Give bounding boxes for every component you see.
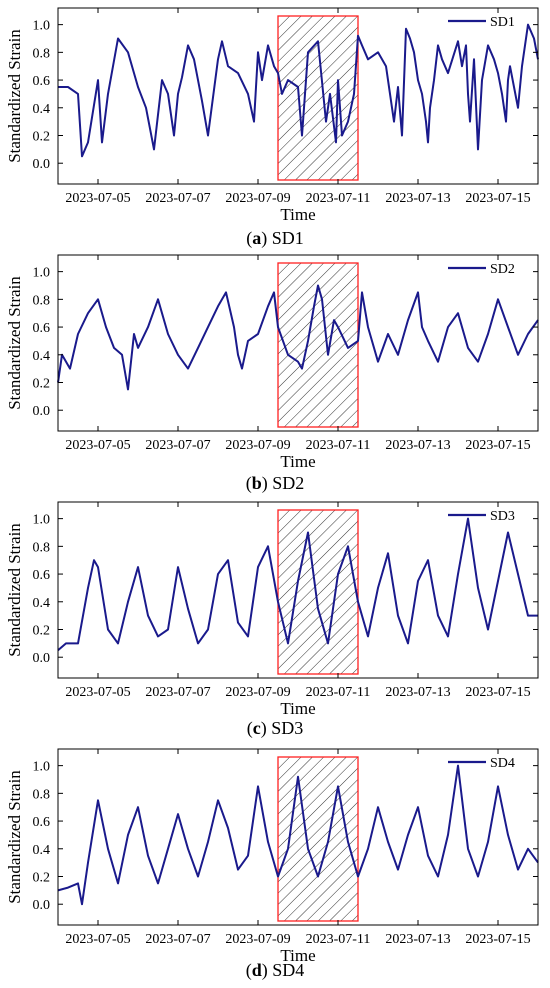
x-tick-label: 2023-07-07 xyxy=(145,932,210,947)
panel-sd4: 0.0 0.2 0.4 0.6 0.8 1.0 2023-07-05 2023-07-07 20… xyxy=(0,741,550,988)
x-axis-label: Time xyxy=(280,452,315,471)
y-tick-label: 0.8 xyxy=(33,293,51,308)
x-tick-label: 2023-07-05 xyxy=(65,932,130,947)
y-tick-label: 0.6 xyxy=(33,568,51,583)
plot-frame xyxy=(57,748,539,926)
y-tick-label: 1.0 xyxy=(33,513,51,528)
x-tick-label: 2023-07-05 xyxy=(65,438,130,453)
panel-sd1: 0.0 0.2 0.4 0.6 0.8 1.0 2023-07-05 2023-07-07 20… xyxy=(0,0,550,247)
x-tick-label: 2023-07-07 xyxy=(145,438,210,453)
caption-sd3: (c) SD3 xyxy=(246,718,304,738)
x-tick-label: 2023-07-13 xyxy=(385,438,450,453)
x-tick-label: 2023-07-11 xyxy=(306,438,371,453)
y-tick-label: 0.6 xyxy=(33,321,51,336)
x-tick-label: 2023-07-11 xyxy=(306,685,371,700)
x-tick-label: 2023-07-15 xyxy=(465,932,530,947)
series-line xyxy=(57,284,539,391)
caption-name: SD1 xyxy=(271,228,304,248)
y-axis-label: Standardized Strain xyxy=(5,770,24,904)
x-tick-label: 2023-07-09 xyxy=(225,438,290,453)
plot-frame xyxy=(57,501,539,679)
legend-label: SD3 xyxy=(490,509,515,524)
y-tick-label: 0.4 xyxy=(33,596,51,611)
plot-frame xyxy=(57,254,539,432)
chart-sd2: 0.0 0.2 0.4 0.6 0.8 1.0 2023-07-05 2023-07-07 20… xyxy=(5,254,539,471)
x-axis-label: Time xyxy=(280,699,315,718)
y-tick-label: 1.0 xyxy=(33,19,51,34)
legend-label: SD1 xyxy=(490,15,515,30)
y-tick-label: 1.0 xyxy=(33,266,51,281)
chart-sd1: 0.0 0.2 0.4 0.6 0.8 1.0 2023-07-05 2023-07-07 20… xyxy=(5,7,539,224)
highlight-box xyxy=(277,756,359,922)
y-tick-label: 0.4 xyxy=(33,349,51,364)
chart-sd3: 0.0 0.2 0.4 0.6 0.8 1.0 2023-07-05 2023-07-07 20… xyxy=(5,501,539,718)
y-tick-label: 0.0 xyxy=(33,651,51,666)
caption-letter: b xyxy=(251,473,262,493)
y-tick-label: 0.4 xyxy=(33,843,51,858)
chart-sd4: 0.0 0.2 0.4 0.6 0.8 1.0 2023-07-05 2023-07-07 20… xyxy=(5,748,539,965)
x-tick-label: 2023-07-09 xyxy=(225,932,290,947)
caption-sd1: (a) SD1 xyxy=(246,228,304,248)
caption-name: SD2 xyxy=(272,473,305,493)
series-line xyxy=(58,23,539,158)
series-line xyxy=(57,764,539,906)
x-tick-label: 2023-07-13 xyxy=(385,685,450,700)
y-axis-label: Standardized Strain xyxy=(5,276,24,410)
y-tick-label: 0.8 xyxy=(33,787,51,802)
x-tick-label: 2023-07-11 xyxy=(306,932,371,947)
y-tick-label: 0.6 xyxy=(33,74,51,89)
x-tick-label: 2023-07-07 xyxy=(145,191,210,206)
y-tick-label: 0.0 xyxy=(33,404,51,419)
x-tick-label: 2023-07-05 xyxy=(65,191,130,206)
x-tick-label: 2023-07-15 xyxy=(465,438,530,453)
y-tick-label: 0.2 xyxy=(33,870,51,885)
y-tick-label: 0.4 xyxy=(33,102,51,117)
caption-letter: d xyxy=(251,960,262,980)
y-axis-label: Standardized Strain xyxy=(5,523,24,657)
x-tick-label: 2023-07-09 xyxy=(225,191,290,206)
y-tick-label: 0.8 xyxy=(33,46,51,61)
caption-letter: c xyxy=(252,718,261,738)
x-tick-label: 2023-07-15 xyxy=(465,685,530,700)
caption-name: SD3 xyxy=(271,718,304,738)
y-tick-label: 0.2 xyxy=(33,376,51,391)
y-tick-label: 0.0 xyxy=(33,157,51,172)
legend-label: SD4 xyxy=(490,756,515,771)
x-tick-label: 2023-07-05 xyxy=(65,685,130,700)
legend-label: SD2 xyxy=(490,262,515,277)
x-tick-label: 2023-07-07 xyxy=(145,685,210,700)
y-axis-label: Standardized Strain xyxy=(5,29,24,163)
panel-sd3: 0.0 0.2 0.4 0.6 0.8 1.0 2023-07-05 2023-07-07 20… xyxy=(0,494,550,741)
x-tick-label: 2023-07-11 xyxy=(306,191,371,206)
y-tick-label: 0.8 xyxy=(33,540,51,555)
caption-sd2: (b) SD2 xyxy=(245,473,305,493)
y-tick-label: 0.2 xyxy=(33,623,51,638)
y-tick-label: 0.0 xyxy=(33,898,51,913)
x-tick-label: 2023-07-15 xyxy=(465,191,530,206)
plot-frame xyxy=(57,7,539,185)
x-tick-label: 2023-07-09 xyxy=(225,685,290,700)
series-line xyxy=(57,517,538,652)
y-tick-label: 0.6 xyxy=(33,815,51,830)
panel-sd2: 0.0 0.2 0.4 0.6 0.8 1.0 2023-07-05 2023-07-07 20… xyxy=(0,247,550,494)
x-tick-label: 2023-07-13 xyxy=(385,191,450,206)
caption-sd4: (d) SD4 xyxy=(245,960,305,980)
caption-letter: a xyxy=(252,228,262,248)
highlight-box xyxy=(277,509,359,675)
caption-name: SD4 xyxy=(272,960,305,980)
x-axis-label: Time xyxy=(280,205,315,224)
x-axis-label: Time xyxy=(280,946,315,965)
x-tick-label: 2023-07-13 xyxy=(385,932,450,947)
y-tick-label: 1.0 xyxy=(33,760,51,775)
y-tick-label: 0.2 xyxy=(33,129,51,144)
